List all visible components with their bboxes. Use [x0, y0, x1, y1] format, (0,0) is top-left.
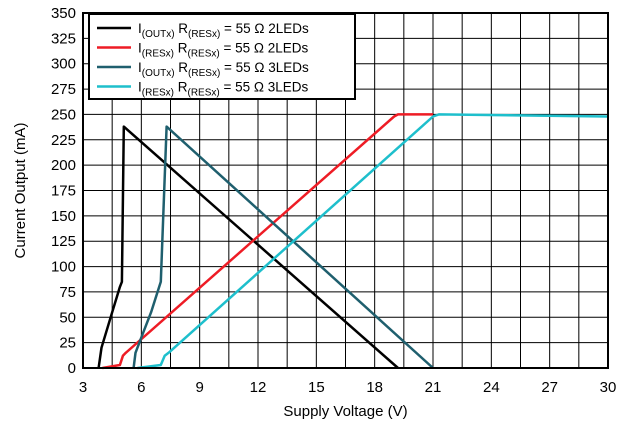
series-layer: [97, 113, 609, 370]
series-line-2: [102, 113, 433, 370]
x-tick-label: 24: [483, 379, 500, 396]
x-tick-label: 15: [308, 379, 325, 396]
y-tick-label: 225: [51, 132, 76, 149]
y-tick-label: 100: [51, 259, 76, 276]
y-tick-label: 350: [51, 5, 76, 22]
legend-entry-label: I(RESx) R(RESx) = 55 Ω 3LEDs: [138, 80, 308, 99]
y-tick-label: 200: [51, 157, 76, 174]
x-axis-label: Supply Voltage (V): [283, 403, 407, 420]
y-tick-label: 125: [51, 233, 76, 250]
x-tick-label: 12: [250, 379, 267, 396]
legend-entry-label: I(OUTx) R(RESx) = 55 Ω 2LEDs: [138, 21, 309, 40]
legend-entry-label: I(RESx) R(RESx) = 55 Ω 2LEDs: [138, 41, 308, 60]
series-line-3: [132, 125, 434, 369]
y-tick-label: 325: [51, 30, 76, 47]
tick-labels: 3 6 9 12 15 18 21 24 27 3002550751001251501752002…: [51, 5, 616, 396]
x-tick-label: 27: [541, 379, 558, 396]
y-tick-label: 0: [68, 360, 76, 377]
x-tick-label: 9: [195, 379, 203, 396]
y-tick-label: 300: [51, 56, 76, 73]
y-tick-label: 175: [51, 183, 76, 200]
series-line-1: [97, 125, 399, 369]
x-tick-label: 3: [79, 379, 87, 396]
y-tick-label: 275: [51, 81, 76, 98]
x-tick-label: 21: [425, 379, 442, 396]
y-tick-label: 25: [59, 335, 76, 352]
legend-entry-label: I(OUTx) R(RESx) = 55 Ω 3LEDs: [138, 60, 309, 79]
x-tick-label: 30: [600, 379, 617, 396]
x-tick-label: 6: [137, 379, 145, 396]
series-line-4: [137, 113, 609, 370]
y-tick-label: 75: [59, 284, 76, 301]
x-tick-label: 18: [366, 379, 383, 396]
y-tick-label: 250: [51, 106, 76, 123]
legend-box: [88, 13, 356, 100]
y-tick-label: 150: [51, 208, 76, 225]
y-tick-label: 50: [59, 309, 76, 326]
y-axis-label: Current Output (mA): [12, 123, 29, 259]
